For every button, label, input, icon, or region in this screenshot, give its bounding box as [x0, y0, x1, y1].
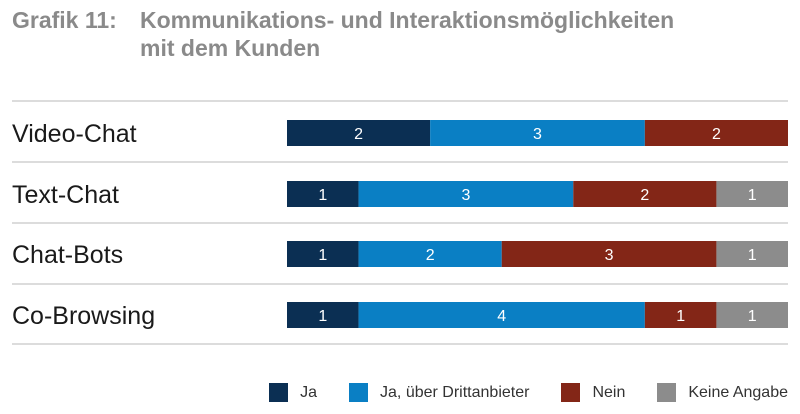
- bar-segment: [716, 302, 788, 328]
- bar-value-label: 1: [676, 308, 685, 325]
- bar-segment: [358, 302, 645, 328]
- bar-segment: [716, 181, 788, 207]
- legend-item: Ja: [269, 383, 317, 402]
- legend-swatch: [561, 383, 581, 402]
- title-line-2: mit dem Kunden: [140, 35, 321, 61]
- legend: Ja Ja, über Drittanbieter Nein Keine Angabe: [0, 383, 800, 402]
- bar-segment: [644, 120, 788, 146]
- legend-label: Ja: [300, 383, 318, 401]
- legend-swatch: [657, 383, 677, 402]
- bar-segment: [573, 181, 717, 207]
- bar-value-label: 1: [748, 187, 757, 204]
- category-label: Text-Chat: [12, 181, 119, 209]
- legend-label: Nein: [592, 383, 626, 401]
- bar-segment: [287, 120, 431, 146]
- bar-segment: [716, 241, 788, 267]
- bar-segment: [287, 241, 359, 267]
- bar-segment: [358, 241, 502, 267]
- bar-segment: [287, 302, 359, 328]
- bar-segment: [644, 302, 717, 328]
- bar-value-label: 1: [748, 308, 757, 325]
- bar-value-label: 3: [461, 187, 470, 204]
- bar-value-label: 4: [497, 308, 506, 325]
- bar-value-label: 2: [426, 247, 435, 264]
- legend-swatch: [269, 383, 289, 402]
- legend-label: Ja, über Drittanbieter: [380, 383, 530, 401]
- title-line-1: Kommunikations- und Interaktionsmöglichk…: [140, 7, 675, 33]
- bar-value-label: 1: [318, 308, 327, 325]
- title-prefix: Grafik 11:: [12, 7, 117, 33]
- category-label: Video-Chat: [12, 120, 137, 148]
- bar-segment: [287, 181, 359, 207]
- bar-value-label: 1: [318, 247, 327, 264]
- bar-value-label: 2: [640, 187, 649, 204]
- bar-value-label: 3: [533, 126, 542, 143]
- bar-segment: [501, 241, 717, 267]
- bar-value-label: 3: [605, 247, 614, 264]
- legend-label: Keine Angabe: [688, 383, 788, 401]
- bar-value-label: 1: [318, 187, 327, 204]
- category-label: Chat-Bots: [12, 241, 123, 269]
- bar-value-label: 2: [354, 126, 363, 143]
- chart-title: Grafik 11: Kommunikations- und Interakti…: [12, 6, 792, 62]
- legend-swatch: [349, 383, 369, 402]
- bar-segment: [430, 120, 645, 146]
- legend-item: Ja, über Drittanbieter: [349, 383, 529, 402]
- category-label: Co-Browsing: [12, 302, 155, 330]
- legend-item: Keine Angabe: [657, 383, 788, 402]
- bar-segment: [358, 181, 574, 207]
- legend-item: Nein: [561, 383, 625, 402]
- bar-value-label: 2: [712, 126, 721, 143]
- bar-value-label: 1: [748, 247, 757, 264]
